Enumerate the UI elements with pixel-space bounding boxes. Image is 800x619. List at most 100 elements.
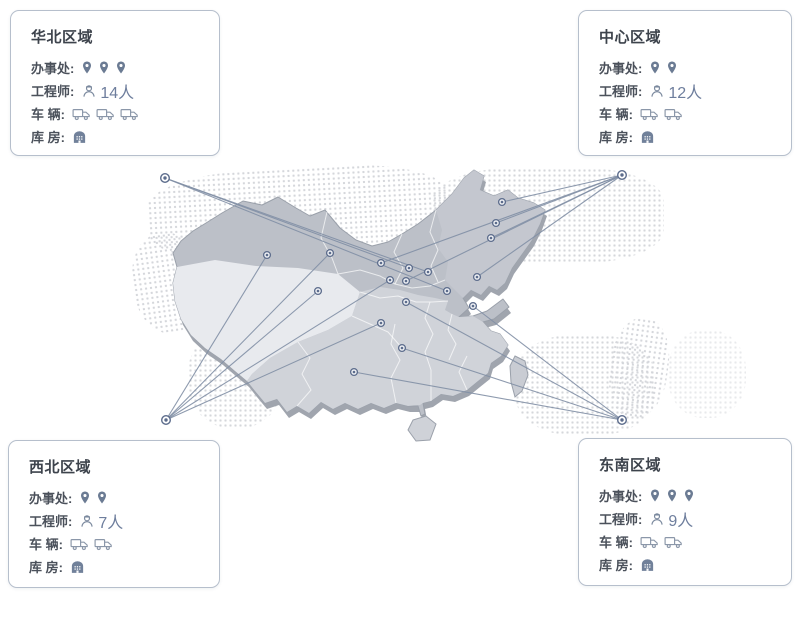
warehouse-row: 库 房:	[29, 555, 203, 578]
region-card-northwest: 西北区域 办事处: 工程师: 7人 车 辆: 库 房:	[8, 440, 220, 588]
delivery-truck-icon	[664, 108, 682, 120]
truck-icons	[640, 535, 683, 549]
map-region-tibet	[173, 260, 360, 381]
city-marker[interactable]	[404, 263, 414, 273]
network-line	[165, 322, 382, 421]
city-marker[interactable]	[486, 233, 496, 243]
warehouse-icons	[70, 559, 85, 574]
warehouse-icons	[640, 129, 655, 144]
vehicles-row: 车 辆:	[599, 102, 775, 125]
network-line	[165, 290, 319, 421]
delivery-truck-icon	[640, 536, 658, 548]
engineers-label: 工程师:	[599, 512, 643, 527]
city-marker[interactable]	[472, 272, 482, 282]
engineer-count: 12人	[668, 84, 703, 102]
delivery-truck-icon	[120, 108, 138, 120]
engineer-count: 9人	[668, 512, 694, 530]
city-marker[interactable]	[313, 286, 323, 296]
city-marker[interactable]	[497, 197, 507, 207]
warehouse-building-icon	[73, 131, 86, 143]
location-pin-icon	[100, 61, 109, 74]
warehouse-icons	[72, 129, 87, 144]
location-pin-icon	[81, 491, 90, 504]
city-marker[interactable]	[491, 218, 501, 228]
city-marker[interactable]	[401, 297, 411, 307]
engineer-count: 7人	[98, 514, 124, 532]
city-marker[interactable]	[442, 286, 452, 296]
warehouse-row: 库 房:	[599, 125, 775, 148]
location-pin-icon	[651, 489, 660, 502]
network-line	[405, 174, 623, 282]
hub-marker[interactable]	[160, 415, 171, 426]
hub-marker[interactable]	[617, 169, 628, 180]
warehouse-building-icon	[641, 559, 654, 571]
engineers-label: 工程师:	[599, 84, 643, 99]
offices-label: 办事处:	[31, 61, 75, 76]
delivery-truck-icon	[72, 108, 90, 120]
city-marker[interactable]	[262, 250, 272, 260]
region-card-title: 中心区域	[599, 29, 662, 46]
city-marker[interactable]	[468, 301, 478, 311]
network-line	[165, 252, 331, 421]
engineers-row: 工程师: 7人	[29, 509, 203, 532]
hub-marker[interactable]	[617, 415, 628, 426]
city-marker[interactable]	[349, 367, 359, 377]
warehouse-label: 库 房:	[599, 130, 633, 145]
warehouse-icons	[640, 557, 655, 572]
vehicles-label: 车 辆:	[29, 537, 63, 552]
network-line	[401, 347, 623, 421]
warehouse-row: 库 房:	[599, 553, 775, 576]
warehouse-building-icon	[71, 561, 84, 573]
city-marker[interactable]	[376, 318, 386, 328]
network-line	[476, 174, 623, 278]
office-pin-icons	[81, 60, 127, 75]
warehouse-label: 库 房:	[599, 558, 633, 573]
delivery-truck-icon	[94, 538, 112, 550]
office-pin-icons	[649, 60, 678, 75]
region-card-southeast: 东南区域 办事处: 工程师: 9人 车 辆: 库 房:	[578, 438, 792, 586]
vehicles-label: 车 辆:	[599, 535, 633, 550]
location-pin-icon	[651, 61, 660, 74]
location-pin-icon	[685, 489, 694, 502]
engineers-row: 工程师: 12人	[599, 79, 775, 102]
location-pin-icon	[668, 61, 677, 74]
engineer-icon	[81, 514, 93, 527]
offices-label: 办事处:	[599, 61, 643, 76]
location-pin-icon	[117, 61, 126, 74]
city-marker[interactable]	[385, 275, 395, 285]
office-pin-icons	[649, 488, 695, 503]
truck-icons	[70, 537, 113, 551]
vehicles-row: 车 辆:	[31, 102, 203, 125]
engineer-icon	[83, 84, 95, 97]
warehouse-label: 库 房:	[29, 560, 63, 575]
network-line	[165, 279, 391, 421]
offices-label: 办事处:	[599, 489, 643, 504]
region-card-title: 西北区域	[29, 459, 92, 476]
vehicles-row: 车 辆:	[599, 530, 775, 553]
engineer-icon	[651, 84, 663, 97]
vehicles-label: 车 辆:	[599, 107, 633, 122]
location-pin-icon	[668, 489, 677, 502]
map-region-south	[247, 287, 508, 413]
truck-icons	[72, 107, 139, 121]
engineer-count: 14人	[100, 84, 135, 102]
hub-marker[interactable]	[159, 172, 170, 183]
city-marker[interactable]	[325, 248, 335, 258]
city-marker[interactable]	[397, 343, 407, 353]
offices-row: 办事处:	[599, 484, 775, 507]
network-line	[164, 177, 429, 273]
city-marker[interactable]	[423, 267, 433, 277]
warehouse-label: 库 房:	[31, 130, 65, 145]
city-marker[interactable]	[401, 276, 411, 286]
engineer-icon	[651, 512, 663, 525]
region-card-title: 东南区域	[599, 457, 662, 474]
delivery-truck-icon	[664, 536, 682, 548]
region-card-title: 华北区域	[31, 29, 94, 46]
world-dots-pacific	[668, 330, 746, 418]
office-pin-icons	[79, 490, 108, 505]
city-marker[interactable]	[376, 258, 386, 268]
location-pin-icon	[98, 491, 107, 504]
